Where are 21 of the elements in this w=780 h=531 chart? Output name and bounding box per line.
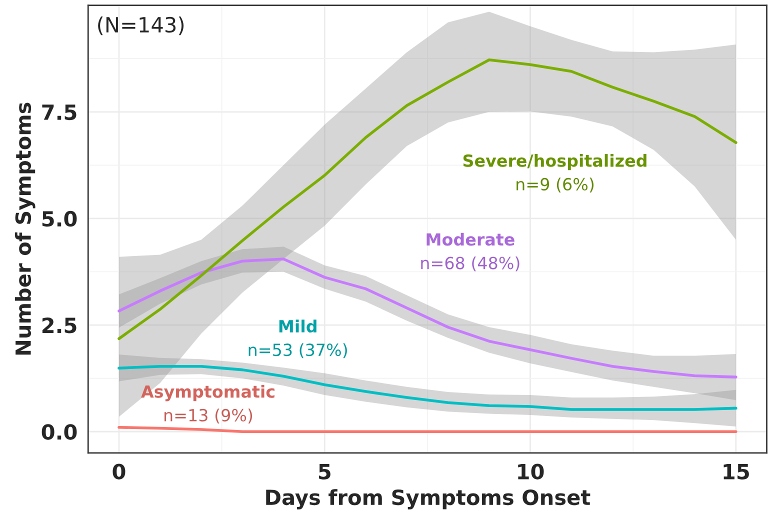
annotation: (N=143) xyxy=(98,16,184,36)
annotation: n=9 (6%) xyxy=(516,178,594,193)
annotation: n=53 (37%) xyxy=(248,343,347,358)
series-label: Asymptomatic xyxy=(141,384,274,402)
x-tick-label: 10 xyxy=(518,464,544,480)
x-axis-title: Days from Symptoms Onset xyxy=(266,489,590,510)
line-series xyxy=(118,58,738,340)
x-tick-label: 0 xyxy=(112,464,126,480)
y-tick-label: 0.0 xyxy=(42,424,77,440)
y-tick-label: 2.5 xyxy=(42,318,76,334)
y-tick-label: 7.5 xyxy=(42,104,76,120)
line-series xyxy=(118,258,738,378)
x-tick-label: 5 xyxy=(318,464,330,480)
text: Mild xyxy=(279,320,316,333)
annotation: n=68 (48%) xyxy=(421,256,520,272)
y-tick-label: 5.0 xyxy=(42,210,77,227)
annotation: n=13 (9%) xyxy=(164,408,252,424)
x-tick-label: 15 xyxy=(724,464,749,480)
text: Severe/hospitalized xyxy=(463,154,646,170)
y-axis-title: Number of Symptoms xyxy=(14,102,36,355)
text: Moderate xyxy=(426,232,514,246)
